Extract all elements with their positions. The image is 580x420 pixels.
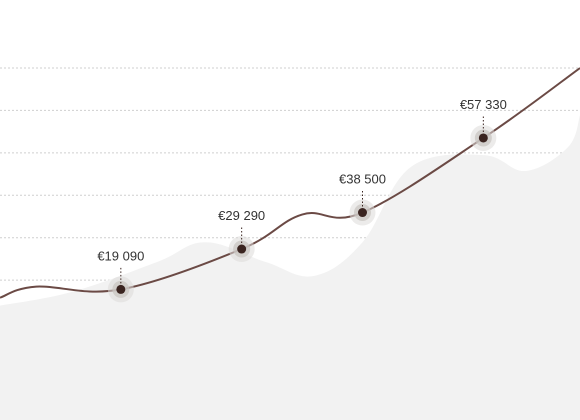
highlighted-points: €19 090 €29 290 €38 500 €57 330 xyxy=(97,97,507,303)
data-point xyxy=(237,244,247,254)
data-label: €38 500 xyxy=(339,172,386,187)
data-label: €29 290 xyxy=(218,208,265,223)
data-label: €57 330 xyxy=(460,97,507,112)
data-label: €19 090 xyxy=(97,248,144,263)
data-point xyxy=(358,208,367,218)
background-area xyxy=(0,115,580,420)
data-point xyxy=(116,284,126,294)
data-point xyxy=(478,133,488,143)
